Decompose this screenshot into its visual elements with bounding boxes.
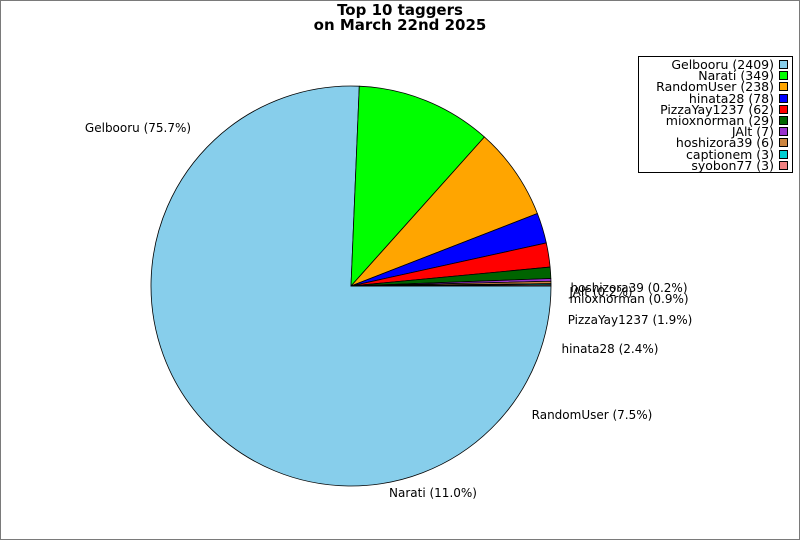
legend-entry: PizzaYay1237 (62) [643, 101, 788, 117]
legend-swatch [779, 104, 788, 114]
slice-label-jalt: JAlt (0.2%) [568, 285, 632, 299]
legend-swatch [779, 160, 788, 170]
legend-entry: captionem (3) [643, 146, 788, 162]
chart-legend: Gelbooru (2409) Narati (349) RandomUser (2… [638, 56, 793, 173]
legend-label: hoshizora39 (6) [675, 135, 774, 151]
slice-label-mioxnorman: mioxnorman (0.9%) [569, 292, 688, 306]
legend-label: mioxnorman (29) [665, 112, 774, 128]
legend-swatch [779, 138, 788, 148]
legend-entry: mioxnorman (29) [643, 112, 788, 128]
legend-entry: JAlt (7) [643, 124, 788, 140]
slice-label-randomuser: RandomUser (7.5%) [532, 408, 653, 422]
legend-entry: Narati (349) [643, 68, 788, 84]
legend-entry: Gelbooru (2409) [643, 57, 788, 72]
legend-label: Gelbooru (2409) [671, 57, 774, 72]
legend-label: RandomUser (238) [656, 79, 774, 95]
legend-swatch [779, 82, 788, 92]
slice-label-pizzayay1237: PizzaYay1237 (1.9%) [568, 313, 693, 327]
slice-label-hoshizora39: hoshizora39 (0.2%) [571, 281, 688, 295]
pie-slice-narati [350, 85, 485, 287]
legend-swatch [779, 149, 788, 159]
pie-slice-syobon77 [350, 284, 552, 287]
legend-label: hinata28 (78) [688, 90, 774, 106]
legend-swatch [779, 116, 788, 126]
legend-label: PizzaYay1237 (62) [660, 101, 774, 117]
legend-swatch [779, 93, 788, 103]
legend-label: JAlt (7) [731, 124, 774, 140]
legend-entry: hinata28 (78) [643, 90, 788, 106]
legend-entry: hoshizora39 (6) [643, 135, 788, 151]
legend-swatch [779, 60, 788, 70]
legend-entry: syobon77 (3) [643, 157, 788, 173]
slice-label-narati: Narati (11.0%) [389, 486, 477, 500]
legend-swatch [779, 71, 788, 81]
legend-label: captionem (3) [686, 146, 774, 162]
slice-label-hinata28: hinata28 (2.4%) [562, 342, 659, 356]
legend-entry: RandomUser (238) [643, 79, 788, 95]
legend-label: syobon77 (3) [691, 157, 774, 173]
chart-title-line-2: on March 22nd 2025 [313, 16, 487, 34]
chart-title: Top 10 taggers on March 22nd 2025 [1, 3, 799, 33]
legend-label: Narati (349) [698, 68, 774, 84]
legend-swatch [779, 127, 788, 137]
chart-title-line-1: Top 10 taggers [337, 1, 463, 19]
slice-label-gelbooru: Gelbooru (75.7%) [85, 121, 191, 135]
